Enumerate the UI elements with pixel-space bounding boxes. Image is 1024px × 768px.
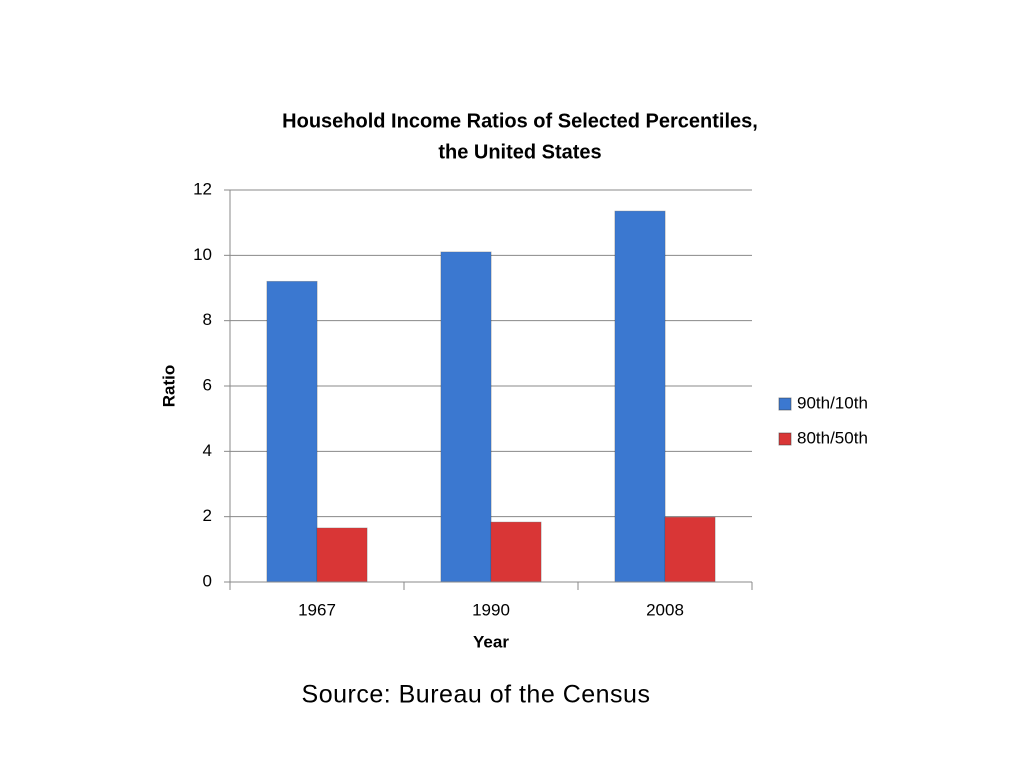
x-tick-label: 1990 xyxy=(472,600,510,619)
bar xyxy=(266,280,318,583)
bar xyxy=(440,251,492,583)
y-tick-label: 8 xyxy=(203,310,212,329)
y-tick-label: 6 xyxy=(203,375,212,394)
y-tick-label: 4 xyxy=(203,441,212,460)
bar xyxy=(316,527,368,583)
y-tick-label: 10 xyxy=(193,245,212,264)
y-axis-label: Ratio xyxy=(159,365,178,408)
x-tick-label: 1967 xyxy=(298,600,336,619)
legend-swatch xyxy=(778,397,792,411)
x-tick-label: 2008 xyxy=(646,600,684,619)
y-tick-label: 2 xyxy=(203,506,212,525)
legend-swatch xyxy=(778,432,792,446)
chart-title: Household Income Ratios of Selected Perc… xyxy=(282,110,758,132)
legend-label: 90th/10th xyxy=(797,393,868,412)
bar xyxy=(664,516,716,583)
y-tick-label: 12 xyxy=(193,179,212,198)
x-axis-label: Year xyxy=(473,632,509,651)
chart-title: the United States xyxy=(438,141,601,163)
source-note: Source: Bureau of the Census xyxy=(302,681,651,709)
y-tick-label: 0 xyxy=(203,571,212,590)
bar xyxy=(614,210,666,583)
legend-label: 80th/50th xyxy=(797,428,868,447)
bar xyxy=(490,521,542,583)
